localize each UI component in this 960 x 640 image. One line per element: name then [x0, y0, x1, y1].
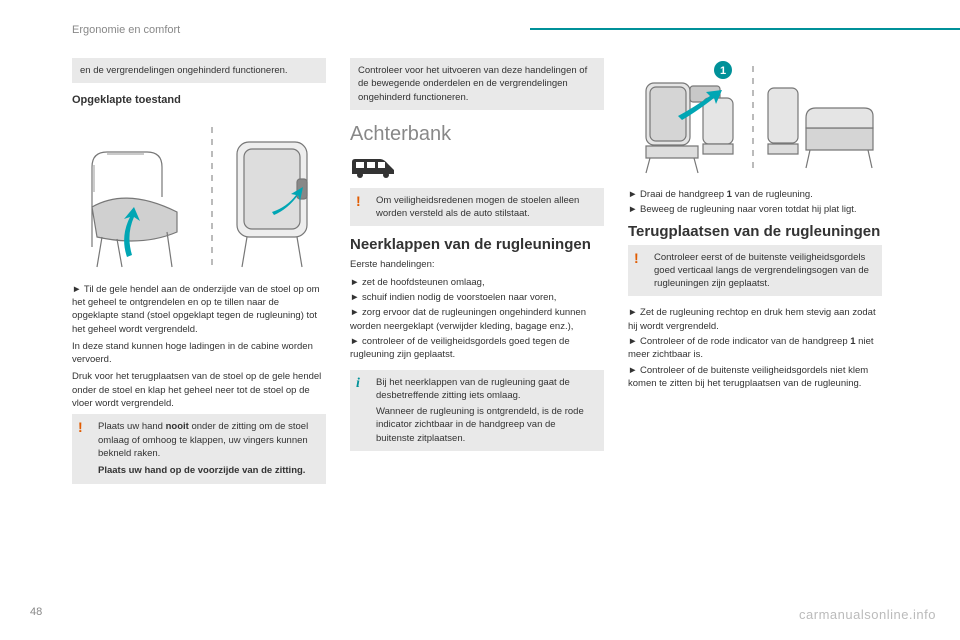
subheading: Opgeklapte toestand	[72, 93, 326, 108]
warning-box: Plaats uw hand nooit onder de zitting om…	[72, 414, 326, 483]
paragraph: ► Til de gele hendel aan de onderzijde v…	[72, 283, 326, 336]
subheading: Terugplaatsen van de rugleuningen	[628, 223, 882, 241]
list-item: ► Beweeg de rugleuning naar voren totdat…	[628, 203, 882, 216]
chapter-title: Ergonomie en comfort	[72, 24, 180, 36]
watermark: carmanualsonline.info	[799, 607, 936, 622]
info-text: Wanneer de rugleuning is ontgrendeld, is…	[376, 405, 596, 445]
header-accent-line	[530, 28, 960, 30]
seat-back-illustration: 1	[628, 58, 882, 178]
manual-page: Ergonomie en comfort 48 carmanualsonline…	[0, 0, 960, 640]
seat-fold-illustration	[72, 117, 326, 275]
subheading: Neerklappen van de rugleuningen	[350, 236, 604, 254]
van-icon	[350, 156, 396, 180]
column-2: Controleer voor het uitvoeren van deze h…	[350, 58, 604, 494]
warning-box: Controleer eerst of de buitenste veiligh…	[628, 245, 882, 297]
paragraph: Eerste handelingen:	[350, 258, 604, 271]
list-item: ► Controleer of de buitenste veiligheids…	[628, 364, 882, 391]
callout-number: 1	[720, 65, 726, 77]
column-1: en de vergrendelingen ongehinderd functi…	[72, 58, 326, 494]
note-box: Controleer voor het uitvoeren van deze h…	[350, 58, 604, 110]
warning-text: Om veiligheidsredenen mogen de stoelen a…	[376, 195, 579, 219]
warning-box: Om veiligheidsredenen mogen de stoelen a…	[350, 188, 604, 227]
page-number: 48	[30, 606, 42, 618]
info-text: Bij het neerklappen van de rugleuning ga…	[376, 376, 596, 403]
warning-emphasis: Plaats uw hand op de voorzijde van de zi…	[98, 465, 305, 476]
list-item: ► zorg ervoor dat de rugleuningen ongehi…	[350, 306, 604, 333]
section-heading: Achterbank	[350, 120, 604, 148]
paragraph: Druk voor het terugplaatsen van de stoel…	[72, 370, 326, 410]
column-3: 1	[628, 58, 882, 494]
list-item: ► zet de hoofdsteunen omlaag,	[350, 276, 604, 289]
info-box: Bij het neerklappen van de rugleuning ga…	[350, 370, 604, 451]
warning-text: Controleer eerst of de buitenste veiligh…	[654, 252, 869, 290]
note-text: en de vergrendelingen ongehinderd functi…	[80, 65, 288, 76]
warning-text: Plaats uw hand nooit onder de zitting om…	[98, 421, 308, 459]
list-item: ► Draai de handgreep 1 van de rugleuning…	[628, 188, 882, 201]
paragraph: In deze stand kunnen hoge ladingen in de…	[72, 340, 326, 367]
list-item: ► Controleer of de rode indicator van de…	[628, 335, 882, 362]
list-item: ► schuif indien nodig de voorstoelen naa…	[350, 291, 604, 304]
note-text: Controleer voor het uitvoeren van deze h…	[358, 65, 587, 103]
list-item: ► Zet de rugleuning rechtop en druk hem …	[628, 306, 882, 333]
three-column-layout: en de vergrendelingen ongehinderd functi…	[72, 58, 888, 494]
note-box: en de vergrendelingen ongehinderd functi…	[72, 58, 326, 83]
list-item: ► controleer of de veiligheidsgordels go…	[350, 335, 604, 362]
